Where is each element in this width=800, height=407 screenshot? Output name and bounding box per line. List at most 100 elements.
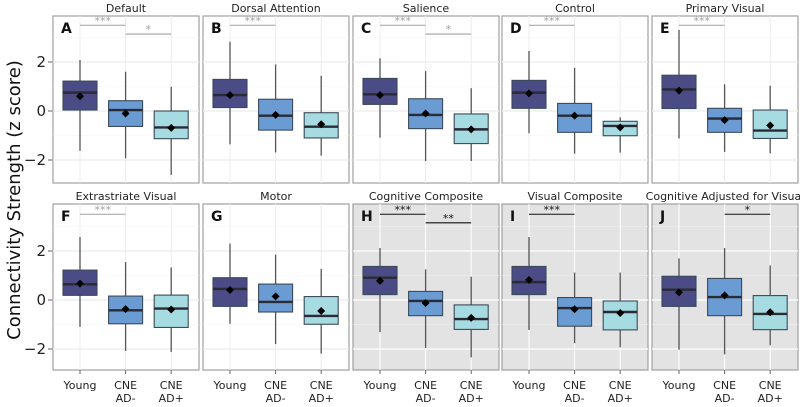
x-tick-label: CNE [460, 379, 483, 392]
panel-title: Control [555, 2, 595, 15]
panel-b: Dorsal Attention B *** [202, 2, 350, 184]
mean-marker [421, 109, 430, 118]
box-cne-ad- [408, 71, 444, 161]
mean-marker [226, 285, 234, 294]
mean-marker [570, 111, 579, 120]
box-iqr [511, 79, 547, 109]
mean-marker [76, 279, 84, 288]
mean-marker [317, 307, 326, 316]
panel-letter: E [660, 21, 670, 37]
mean-marker [720, 291, 729, 300]
panel-letter: C [361, 21, 371, 37]
mean-marker [167, 305, 176, 314]
significance-label: *** [95, 14, 112, 27]
mean-marker [675, 86, 683, 95]
mean-marker [167, 123, 176, 132]
x-tick-label-line2: AD- [416, 392, 436, 403]
panel-title: Dorsal Attention [231, 2, 321, 15]
x-tick-label-line2: AD- [116, 392, 136, 403]
x-tick-label: CNE [114, 379, 137, 392]
box-cne-ad- [602, 272, 638, 348]
y-axis-title: Connectivity Strength (z score) [4, 60, 25, 340]
x-tick-label-line2: AD+ [459, 392, 484, 403]
box-cne-ad- [108, 262, 144, 351]
box-cne-ad- [557, 67, 593, 154]
significance-label: *** [544, 14, 561, 27]
box-young [511, 50, 547, 134]
x-tick-label-line2: AD+ [159, 392, 184, 403]
y-tick-label: −2 [24, 340, 46, 358]
mean-marker [271, 110, 280, 119]
box-young [661, 258, 697, 350]
x-tick-label: Young [213, 379, 247, 392]
x-tick-label: CNE [609, 379, 632, 392]
panel-letter: F [61, 209, 71, 225]
x-tick-label-line2: AD+ [608, 392, 633, 403]
y-tick-label: 0 [36, 102, 46, 120]
x-tick-label: CNE [310, 379, 333, 392]
box-cne-ad- [707, 84, 743, 152]
mean-marker [616, 308, 625, 317]
x-tick-label: Young [512, 379, 546, 392]
x-tick-label: CNE [563, 379, 586, 392]
box-cne-ad- [153, 267, 189, 352]
mean-marker [525, 89, 533, 98]
box-cne-ad- [408, 269, 444, 349]
box-cne-ad- [752, 265, 788, 346]
mean-marker [675, 288, 683, 297]
x-tick-label: CNE [759, 379, 782, 392]
panel-letter: A [61, 21, 72, 37]
x-tick-label-line2: AD- [715, 392, 735, 403]
panel-e: Primary Visual E *** [651, 2, 799, 184]
box-cne-ad- [153, 86, 189, 175]
box-young [62, 237, 98, 327]
significance-label: *** [395, 14, 412, 27]
box-cne-ad- [557, 272, 593, 344]
mean-marker [616, 123, 625, 132]
significance-label: *** [694, 14, 711, 27]
mean-marker [467, 125, 476, 134]
panel-title: Motor [260, 190, 292, 203]
box-cne-ad- [303, 75, 339, 156]
y-tick-label: 0 [36, 291, 46, 309]
panel-title: Cognitive Adjusted for Visual [646, 190, 800, 203]
significance-label: * [146, 23, 152, 36]
x-tick-label-line2: AD- [565, 392, 585, 403]
panel-title: Salience [403, 2, 450, 15]
mean-marker [317, 120, 326, 129]
panel-title: Cognitive Composite [369, 190, 484, 203]
significance-label: * [745, 203, 751, 216]
mean-marker [226, 91, 234, 100]
mean-marker [421, 298, 430, 307]
box-cne-ad- [258, 64, 294, 153]
panel-title: Visual Composite [527, 190, 622, 203]
box-cne-ad- [602, 117, 638, 153]
mean-marker [766, 308, 775, 317]
box-young [212, 41, 248, 145]
x-tick-label-line2: AD+ [309, 392, 334, 403]
mean-marker [376, 91, 384, 100]
mean-marker [570, 305, 579, 314]
panel-letter: H [361, 209, 373, 225]
significance-label: * [446, 23, 452, 36]
box-cne-ad- [752, 85, 788, 154]
box-cne-ad- [453, 276, 489, 358]
mean-marker [271, 292, 280, 301]
panel-letter: G [211, 209, 223, 225]
x-tick-label-line2: AD- [266, 392, 286, 403]
box-cne-ad- [707, 248, 743, 355]
significance-label: *** [95, 203, 112, 216]
panel-title: Primary Visual [686, 2, 765, 15]
x-tick-label: Young [63, 379, 97, 392]
box-young [212, 243, 248, 324]
box-cne-ad- [453, 88, 489, 161]
mean-marker [121, 109, 130, 118]
panel-title: Default [106, 2, 147, 15]
box-young [511, 237, 547, 330]
